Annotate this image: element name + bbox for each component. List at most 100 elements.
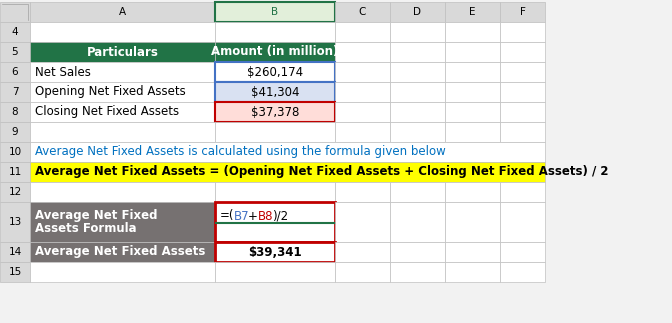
Bar	[0, 162, 30, 182]
Bar	[445, 122, 500, 142]
Bar	[500, 122, 545, 142]
Bar	[335, 82, 390, 102]
Text: C: C	[359, 7, 366, 17]
Bar	[445, 202, 500, 242]
Bar	[0, 122, 30, 142]
Bar	[215, 242, 335, 262]
Bar	[445, 42, 500, 62]
Text: B: B	[271, 7, 279, 17]
Bar	[445, 102, 500, 122]
Text: 4: 4	[11, 27, 18, 37]
Text: 9: 9	[11, 127, 18, 137]
Text: 7: 7	[11, 87, 18, 97]
Bar	[335, 182, 390, 202]
Text: Opening Net Fixed Assets: Opening Net Fixed Assets	[35, 86, 185, 99]
Text: 14: 14	[8, 247, 22, 257]
Bar	[335, 262, 390, 282]
Bar	[500, 102, 545, 122]
Bar	[390, 242, 445, 262]
Bar	[500, 202, 545, 242]
Bar	[390, 82, 445, 102]
Bar	[0, 62, 30, 82]
Text: 15: 15	[8, 267, 22, 277]
Bar	[30, 82, 215, 102]
Bar	[30, 142, 545, 162]
Text: Average Net Fixed Assets is calculated using the formula given below: Average Net Fixed Assets is calculated u…	[35, 145, 446, 159]
Bar	[500, 242, 545, 262]
Bar	[335, 2, 390, 22]
Bar	[0, 2, 30, 22]
Bar	[30, 122, 215, 142]
Bar	[30, 202, 215, 242]
Bar	[445, 262, 500, 282]
Bar	[0, 82, 30, 102]
Bar	[390, 202, 445, 242]
Bar	[335, 242, 390, 262]
Bar	[215, 122, 335, 142]
Bar	[30, 242, 215, 262]
Text: E: E	[469, 7, 476, 17]
Bar	[215, 82, 335, 102]
Bar	[0, 262, 30, 282]
Bar	[500, 262, 545, 282]
Bar	[215, 182, 335, 202]
Bar	[30, 162, 545, 182]
Bar	[30, 62, 215, 82]
Bar	[335, 122, 390, 142]
Bar	[0, 202, 30, 242]
Bar	[445, 182, 500, 202]
Bar	[390, 62, 445, 82]
Text: $39,341: $39,341	[248, 245, 302, 258]
Bar	[0, 42, 30, 62]
Bar	[335, 42, 390, 62]
Text: 6: 6	[11, 67, 18, 77]
Bar	[390, 2, 445, 22]
Bar	[390, 22, 445, 42]
Bar	[500, 22, 545, 42]
Bar	[215, 262, 335, 282]
Text: B7: B7	[234, 210, 249, 223]
Bar	[30, 102, 215, 122]
Text: $37,378: $37,378	[251, 106, 299, 119]
Bar	[445, 82, 500, 102]
Bar	[215, 42, 335, 62]
Bar	[30, 22, 215, 42]
Bar	[500, 42, 545, 62]
Text: )/2: )/2	[272, 210, 288, 223]
Bar	[30, 182, 215, 202]
Bar	[335, 102, 390, 122]
Bar	[335, 22, 390, 42]
Bar	[445, 62, 500, 82]
Bar	[215, 2, 335, 22]
Text: =(: =(	[220, 210, 235, 223]
Bar	[500, 82, 545, 102]
Text: A: A	[119, 7, 126, 17]
Bar	[0, 22, 30, 42]
Text: B8: B8	[258, 210, 274, 223]
Bar	[500, 2, 545, 22]
Text: 10: 10	[9, 147, 22, 157]
Bar	[335, 62, 390, 82]
Text: 13: 13	[8, 217, 22, 227]
Bar	[215, 102, 335, 122]
Bar	[335, 202, 390, 242]
Bar	[390, 182, 445, 202]
Bar	[30, 2, 215, 22]
Text: Particulars: Particulars	[87, 46, 159, 58]
Text: Closing Net Fixed Assets: Closing Net Fixed Assets	[35, 106, 179, 119]
Bar	[500, 182, 545, 202]
Text: $41,304: $41,304	[251, 86, 299, 99]
Text: +: +	[248, 210, 258, 223]
Text: F: F	[519, 7, 526, 17]
Bar	[390, 262, 445, 282]
Bar	[445, 242, 500, 262]
Bar	[30, 262, 215, 282]
Bar	[500, 62, 545, 82]
Text: 11: 11	[8, 167, 22, 177]
Bar	[215, 62, 335, 82]
Bar	[390, 42, 445, 62]
Bar	[0, 182, 30, 202]
Bar	[30, 42, 215, 62]
Bar	[390, 122, 445, 142]
Bar	[215, 22, 335, 42]
